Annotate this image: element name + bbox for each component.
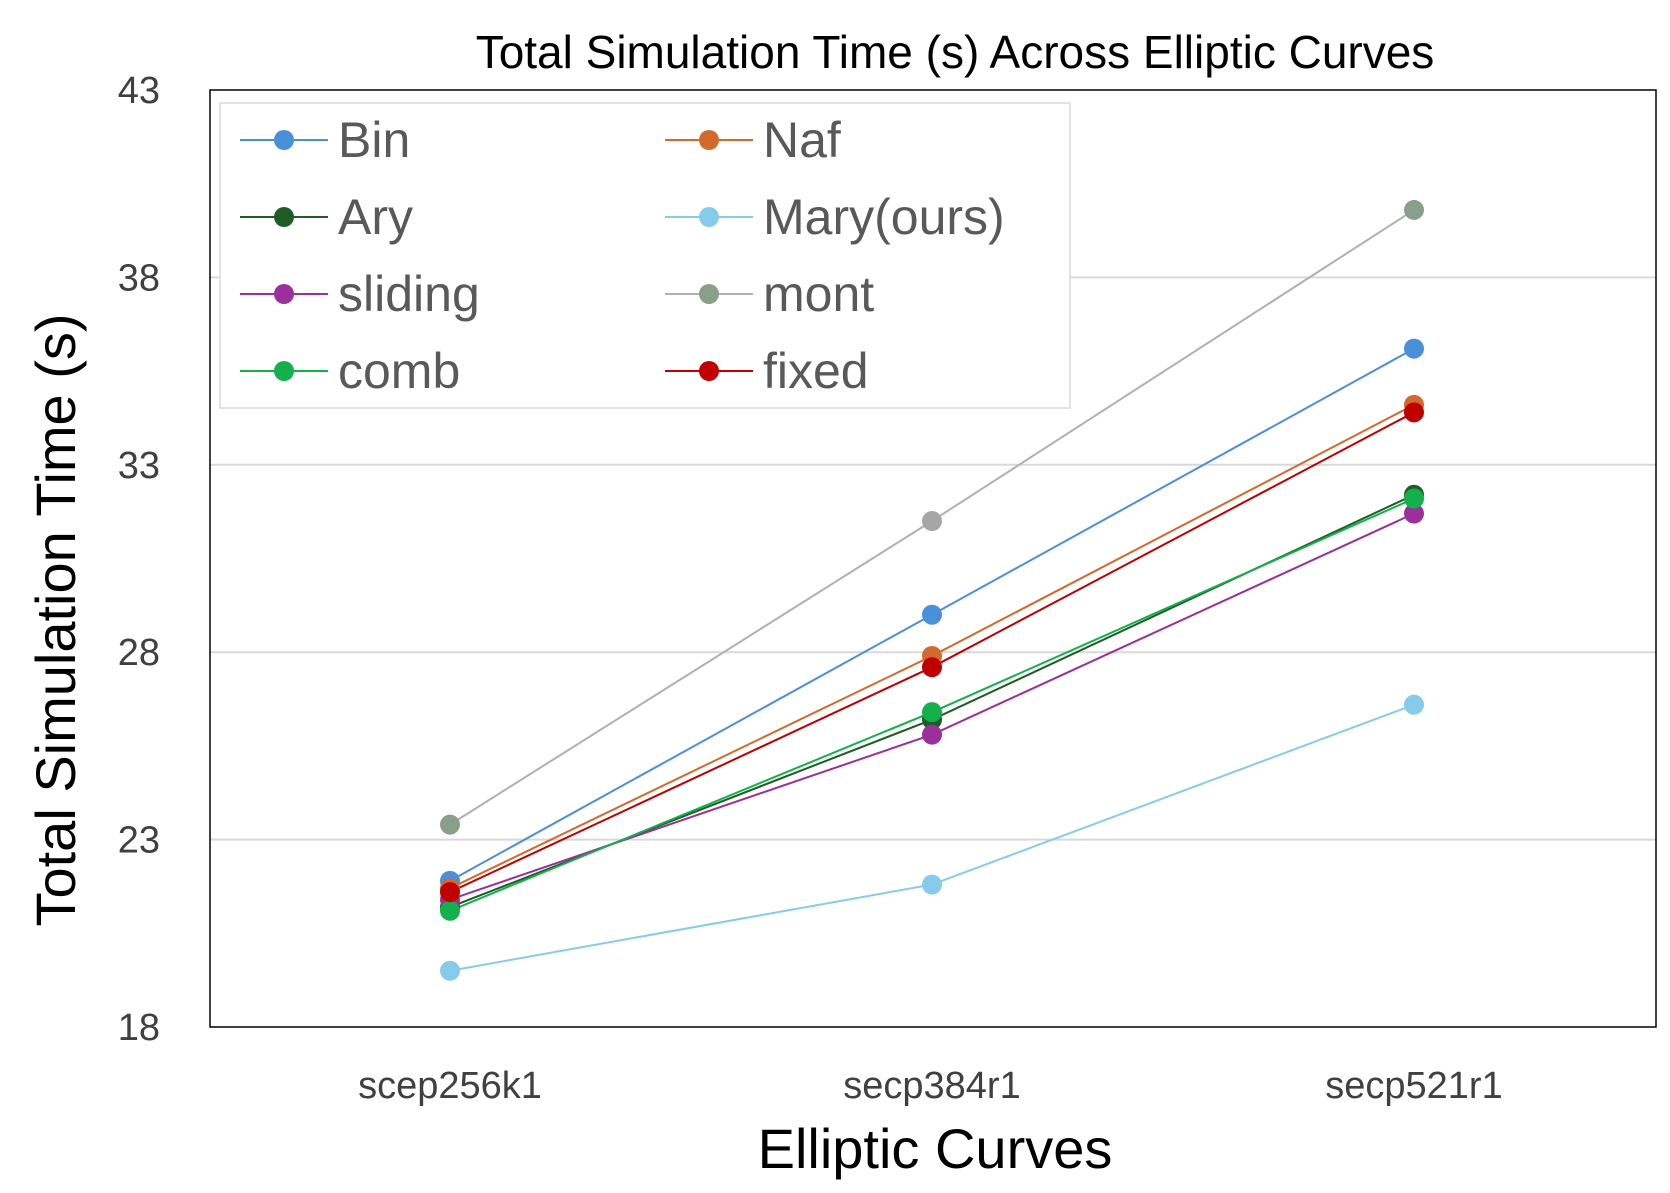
data-point-mont: [922, 511, 942, 532]
legend-marker-swatch: [699, 207, 719, 227]
x-axis-title: Elliptic Curves: [758, 1117, 1113, 1180]
legend-marker-swatch: [274, 361, 294, 381]
series-line-ary: [449, 493, 1415, 908]
legend-item-bin: Bin: [240, 112, 410, 168]
legend-label: Naf: [763, 112, 841, 168]
data-point-fixed: [440, 882, 460, 903]
data-point-bin: [922, 604, 942, 625]
legend-item-comb: comb: [240, 343, 460, 399]
legend-label: Mary(ours): [763, 189, 1005, 245]
legend-label: Ary: [338, 189, 413, 245]
legend-item-fixed: fixed: [665, 343, 869, 399]
legend-item-mary-ours: Mary(ours): [665, 189, 1005, 245]
x-tick-label: secp384r1: [843, 1065, 1020, 1107]
data-point-comb: [440, 900, 460, 921]
y-tick-label: 38: [118, 257, 160, 299]
y-tick-label: 23: [118, 820, 160, 862]
legend-marker-swatch: [699, 284, 719, 304]
data-point-sliding: [922, 724, 942, 745]
legend-label: mont: [763, 266, 874, 322]
x-tick-labels: scep256k1 secp384r1 secp521r1: [358, 1065, 1503, 1107]
y-axis-title: Total Simulation Time (s): [24, 313, 87, 926]
legend-label: sliding: [338, 266, 480, 322]
y-tick-label: 43: [118, 70, 160, 112]
legend-marker-swatch: [274, 284, 294, 304]
series-points: [440, 199, 1424, 981]
data-point-comb: [922, 702, 942, 723]
legend-item-mont: mont: [665, 266, 874, 322]
data-point-mary-ours: [922, 874, 942, 895]
legend-item-ary: Ary: [240, 189, 413, 245]
legend-marker-swatch: [274, 207, 294, 227]
y-tick-labels: 18 23 28 33 38 43: [118, 70, 160, 1049]
y-tick-label: 33: [118, 445, 160, 487]
data-point-mary-ours: [440, 960, 460, 981]
x-tick-label: scep256k1: [358, 1065, 542, 1107]
data-point-bin: [1404, 338, 1424, 359]
legend-label: fixed: [763, 343, 869, 399]
data-point-mary-ours: [1404, 694, 1424, 715]
legend-item-naf: Naf: [665, 112, 841, 168]
legend-marker-swatch: [274, 130, 294, 150]
legend-marker-swatch: [699, 361, 719, 381]
legend-box: [219, 102, 1071, 409]
y-tick-label: 18: [118, 1007, 160, 1049]
data-point-comb: [1404, 488, 1424, 509]
legend-label: Bin: [338, 112, 410, 168]
data-point-mont: [1404, 199, 1424, 220]
legend-item-sliding: sliding: [240, 266, 480, 322]
data-point-fixed: [1404, 402, 1424, 423]
legend: Bin Naf Ary Mary(ours) sliding mont comb fixed: [219, 102, 1071, 409]
legend-marker-swatch: [699, 130, 719, 150]
y-tick-label: 28: [118, 632, 160, 674]
plot-area-frame: [209, 89, 1657, 1028]
x-tick-label: secp521r1: [1325, 1065, 1502, 1107]
data-point-sliding: [1404, 503, 1424, 524]
data-point-mont: [440, 814, 460, 835]
data-point-fixed: [922, 657, 942, 678]
legend-label: comb: [338, 343, 460, 399]
chart-title: Total Simulation Time (s) Across Ellipti…: [476, 26, 1435, 78]
